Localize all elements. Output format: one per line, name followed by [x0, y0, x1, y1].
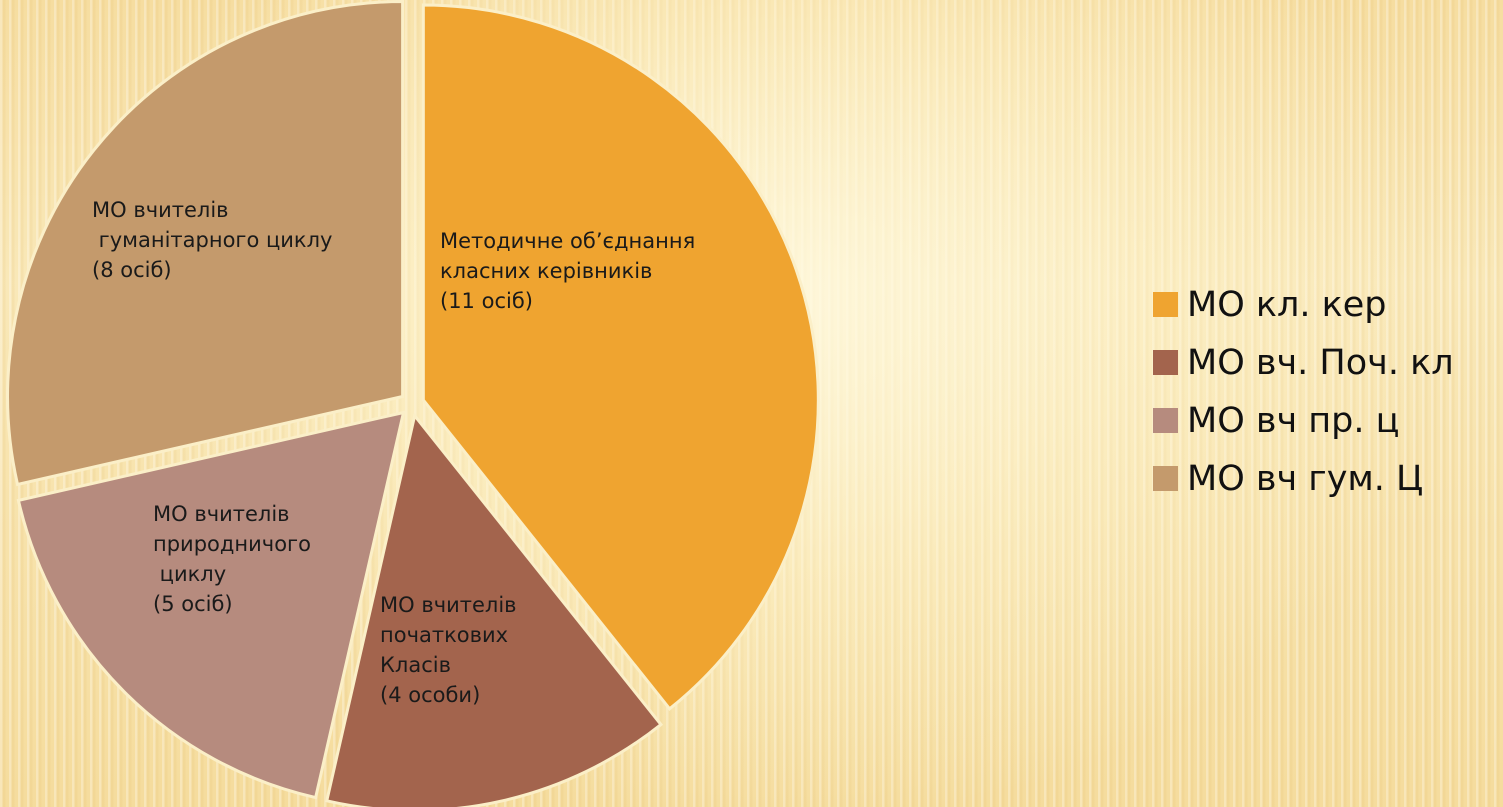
slice-label-line: класних керівників	[440, 259, 652, 283]
slice-label-line: Класів	[380, 653, 451, 677]
legend-swatch	[1153, 292, 1178, 317]
chart-legend: МО кл. кер МО вч. Поч. кл МО вч пр. ц МО…	[1153, 282, 1454, 514]
slice-label-line: початкових	[380, 623, 508, 647]
slice-label-line: (5 осіб)	[153, 592, 233, 616]
legend-label: МО вч пр. ц	[1187, 400, 1400, 441]
slice-label-mo-kl-ker: Методичне об’єднання класних керівників (1…	[440, 229, 695, 313]
legend-item-mo-vch-hum-ts: МО вч гум. Ц	[1153, 456, 1454, 501]
slice-mo-vch-poch-kl	[324, 412, 664, 807]
slice-label-line: природничого	[153, 532, 311, 556]
slice-label-line: (11 осіб)	[440, 289, 533, 313]
slice-label-line: циклу	[153, 562, 226, 586]
legend-label: МО вч гум. Ц	[1187, 458, 1424, 499]
legend-label: МО вч. Поч. кл	[1187, 342, 1454, 383]
slice-label-mo-vch-pr-ts: МО вчителів природничого циклу (5 осіб)	[153, 502, 311, 616]
slice-label-line: МО вчителів	[380, 593, 517, 617]
legend-item-mo-vch-poch-kl: МО вч. Поч. кл	[1153, 340, 1454, 385]
slice-label-line: (8 осіб)	[92, 258, 172, 282]
slice-label-line: гуманітарного циклу	[92, 228, 332, 252]
slice-label-mo-vch-hum-ts: МО вчителів гуманітарного циклу (8 осіб)	[92, 198, 332, 282]
legend-item-mo-vch-pr-ts: МО вч пр. ц	[1153, 398, 1454, 443]
pie-chart: Методичне об’єднання класних керівників (1…	[6, 0, 820, 807]
slice-label-line: (4 особи)	[380, 683, 480, 707]
slice-mo-vch-pr-ts	[16, 410, 406, 800]
legend-swatch	[1153, 350, 1178, 375]
legend-swatch	[1153, 466, 1178, 491]
slice-label-line: Методичне об’єднання	[440, 229, 695, 253]
legend-label: МО кл. кер	[1187, 284, 1387, 325]
legend-swatch	[1153, 408, 1178, 433]
slice-label-line: МО вчителів	[153, 502, 290, 526]
slice-label-line: МО вчителів	[92, 198, 229, 222]
slice-label-mo-vch-poch-kl: МО вчителів початкових Класів (4 особи)	[380, 593, 517, 707]
slice-mo-kl-ker	[421, 3, 820, 711]
slice-mo-vch-hum-ts	[6, 0, 405, 487]
legend-item-mo-kl-ker: МО кл. кер	[1153, 282, 1454, 327]
